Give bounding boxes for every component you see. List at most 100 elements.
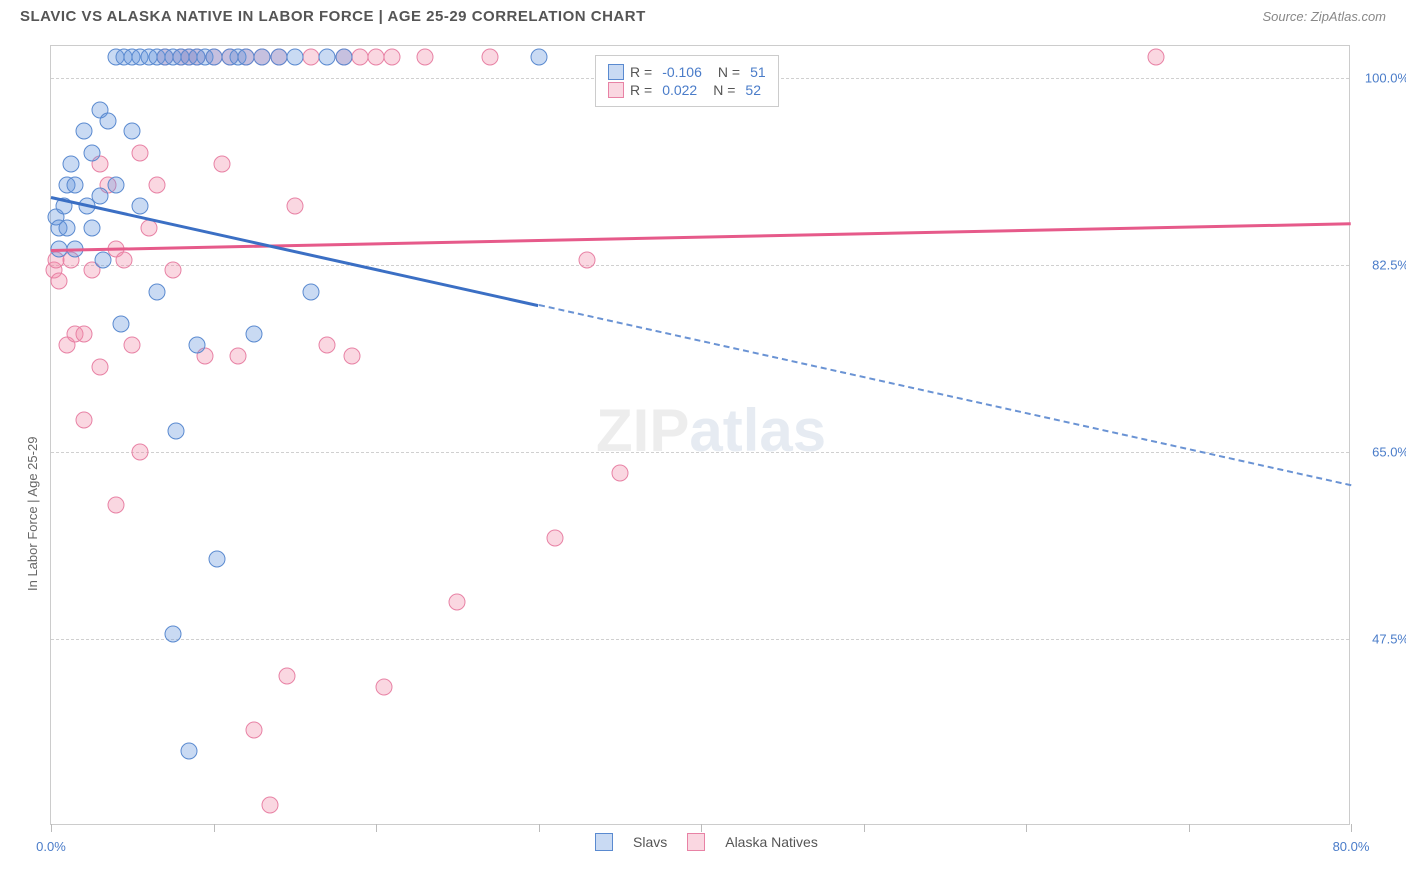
slavs-point <box>108 176 125 193</box>
alaska-point <box>611 465 628 482</box>
alaska-point <box>108 497 125 514</box>
alaska-point <box>286 198 303 215</box>
slavs-point <box>91 187 108 204</box>
x-tick <box>1026 824 1027 832</box>
slavs-point <box>124 123 141 140</box>
alaska-point <box>51 273 68 290</box>
alaska-point <box>132 144 149 161</box>
slavs-point <box>83 219 100 236</box>
alaska-r-value: 0.022 <box>662 82 697 98</box>
slavs-point <box>83 144 100 161</box>
n-label: N = <box>713 82 735 98</box>
slavs-point <box>67 176 84 193</box>
slavs-point <box>246 326 263 343</box>
slavs-point <box>132 198 149 215</box>
alaska-point <box>229 347 246 364</box>
slavs-point <box>181 743 198 760</box>
slavs-point <box>319 48 336 65</box>
alaska-point <box>246 721 263 738</box>
slavs-point <box>59 219 76 236</box>
slavs-point <box>95 251 112 268</box>
slavs-r-value: -0.106 <box>662 64 702 80</box>
slavs-point <box>189 337 206 354</box>
alaska-trend <box>51 222 1351 252</box>
correlation-legend: R = -0.106 N = 51 R = 0.022 N = 52 <box>595 55 779 107</box>
slavs-trend <box>538 304 1351 486</box>
y-tick-label: 47.5% <box>1372 632 1406 647</box>
alaska-point <box>579 251 596 268</box>
slavs-point <box>270 48 287 65</box>
slavs-point <box>208 550 225 567</box>
alaska-point <box>449 593 466 610</box>
slavs-point <box>99 112 116 129</box>
x-tick <box>864 824 865 832</box>
slavs-swatch-icon <box>608 64 624 80</box>
alaska-point <box>278 668 295 685</box>
slavs-point <box>530 48 547 65</box>
slavs-point <box>62 155 79 172</box>
y-axis-title: In Labor Force | Age 25-29 <box>25 437 40 591</box>
alaska-point <box>164 262 181 279</box>
alaska-point <box>416 48 433 65</box>
x-tick <box>1189 824 1190 832</box>
x-tick-label: 0.0% <box>36 839 66 854</box>
x-tick <box>51 824 52 832</box>
alaska-point <box>132 444 149 461</box>
alaska-point <box>75 411 92 428</box>
slavs-point <box>205 48 222 65</box>
alaska-point <box>343 347 360 364</box>
x-tick <box>701 824 702 832</box>
alaska-label: Alaska Natives <box>725 834 818 850</box>
alaska-point <box>481 48 498 65</box>
grid-line <box>51 452 1349 453</box>
grid-line <box>51 265 1349 266</box>
alaska-swatch-icon <box>608 82 624 98</box>
slavs-swatch-icon <box>595 833 613 851</box>
alaska-point <box>213 155 230 172</box>
slavs-point <box>254 48 271 65</box>
alaska-point <box>319 337 336 354</box>
chart-title: SLAVIC VS ALASKA NATIVE IN LABOR FORCE |… <box>20 8 646 25</box>
slavs-point <box>164 625 181 642</box>
slavs-point <box>335 48 352 65</box>
alaska-point <box>91 358 108 375</box>
alaska-swatch-icon <box>687 833 705 851</box>
slavs-point <box>238 48 255 65</box>
x-tick-label: 80.0% <box>1333 839 1370 854</box>
slavs-n-value: 51 <box>750 64 766 80</box>
r-label: R = <box>630 64 652 80</box>
y-tick-label: 100.0% <box>1365 71 1406 86</box>
alaska-point <box>75 326 92 343</box>
alaska-point <box>116 251 133 268</box>
alaska-point <box>546 529 563 546</box>
slavs-point <box>286 48 303 65</box>
alaska-point <box>368 48 385 65</box>
alaska-point <box>1148 48 1165 65</box>
grid-line <box>51 639 1349 640</box>
alaska-point <box>376 679 393 696</box>
series-legend: Slavs Alaska Natives <box>595 833 818 851</box>
alaska-point <box>351 48 368 65</box>
slavs-point <box>303 283 320 300</box>
y-tick-label: 82.5% <box>1372 258 1406 273</box>
slavs-label: Slavs <box>633 834 667 850</box>
alaska-point <box>303 48 320 65</box>
r-label: R = <box>630 82 652 98</box>
x-tick <box>539 824 540 832</box>
slavs-point <box>112 315 129 332</box>
alaska-point <box>262 796 279 813</box>
y-tick-label: 65.0% <box>1372 445 1406 460</box>
slavs-point <box>168 422 185 439</box>
slavs-point <box>148 283 165 300</box>
slavs-point <box>75 123 92 140</box>
alaska-point <box>384 48 401 65</box>
alaska-n-value: 52 <box>745 82 761 98</box>
chart-area: 47.5%65.0%82.5%100.0%0.0%80.0% <box>50 45 1350 825</box>
alaska-point <box>124 337 141 354</box>
alaska-point <box>148 176 165 193</box>
chart-source: Source: ZipAtlas.com <box>1262 9 1386 24</box>
x-tick <box>376 824 377 832</box>
x-tick <box>1351 824 1352 832</box>
x-tick <box>214 824 215 832</box>
n-label: N = <box>718 64 740 80</box>
